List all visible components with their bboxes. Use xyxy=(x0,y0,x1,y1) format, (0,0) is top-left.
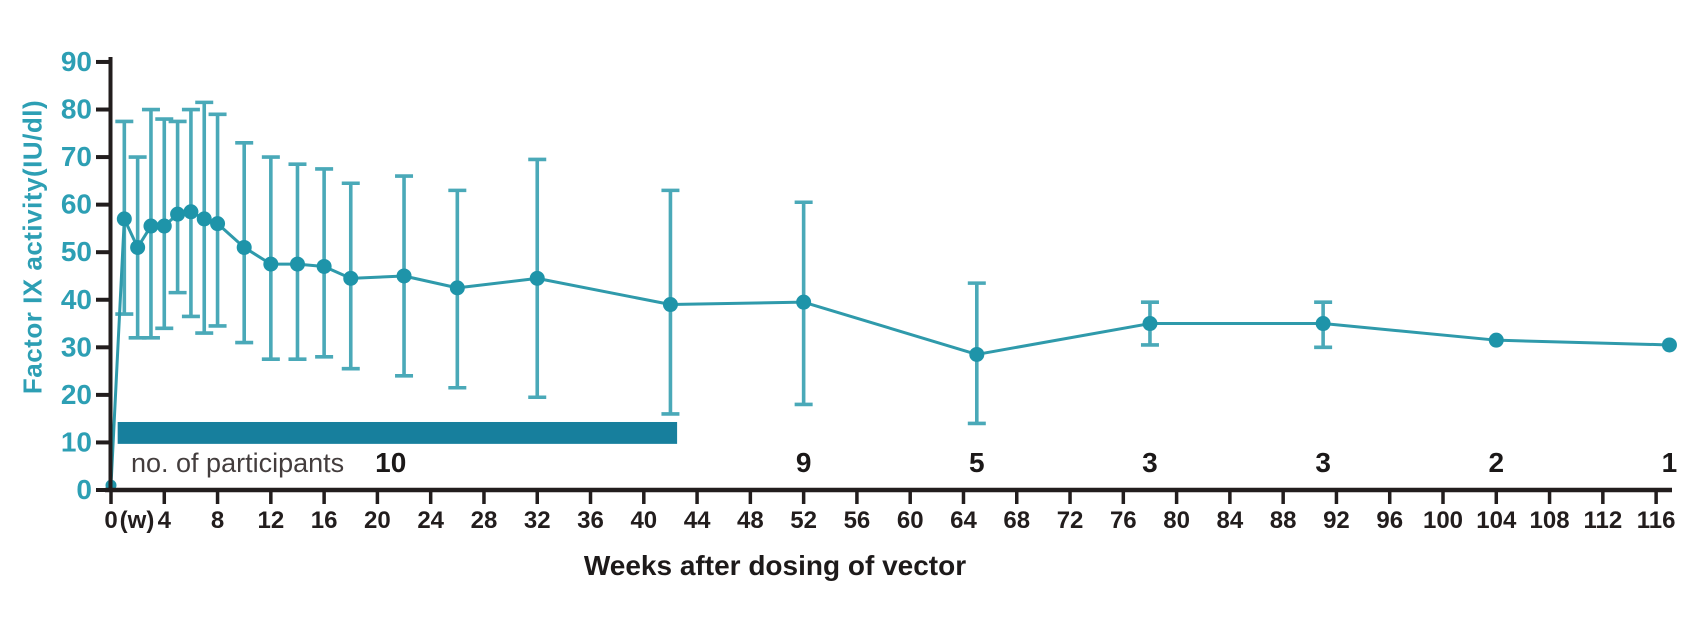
participant-count: 3 xyxy=(1142,447,1158,478)
x-tick-label: 60 xyxy=(897,507,924,534)
x-tick-label: 52 xyxy=(790,507,817,534)
y-tick-label: 40 xyxy=(61,284,92,315)
x-tick-label: 116 xyxy=(1637,507,1676,534)
data-point xyxy=(183,204,199,220)
x-tick-label: 88 xyxy=(1270,507,1297,534)
data-point xyxy=(130,239,146,255)
data-point xyxy=(449,280,465,296)
participant-count: 1 xyxy=(1662,447,1678,478)
y-tick-label: 10 xyxy=(61,426,92,457)
data-point xyxy=(1488,332,1504,348)
x-tick-label: 76 xyxy=(1110,507,1137,534)
y-axis-title: Factor IX activity(IU/dl) xyxy=(17,99,48,395)
data-point xyxy=(156,218,172,234)
data-point xyxy=(1315,316,1331,332)
participant-count: 10 xyxy=(375,447,406,478)
x-tick-label: 80 xyxy=(1163,507,1190,534)
x-tick-label: 40 xyxy=(630,507,657,534)
x-tick-label: 44 xyxy=(684,507,711,534)
data-point xyxy=(316,258,332,274)
x-tick-label: 20 xyxy=(364,507,391,534)
data-point xyxy=(196,211,212,227)
data-point xyxy=(170,206,186,222)
x-tick-label: 0 xyxy=(104,507,117,534)
participants-label: no. of participants xyxy=(131,448,345,478)
y-tick-label: 80 xyxy=(61,94,92,125)
x-tick-label: 24 xyxy=(417,507,444,534)
x-tick-label: 8 xyxy=(211,507,224,534)
participant-count: 9 xyxy=(796,447,812,478)
data-point xyxy=(143,218,159,234)
x-tick-label: 92 xyxy=(1323,507,1350,534)
y-tick-label: 0 xyxy=(76,474,92,505)
x-tick-label: 4 xyxy=(158,507,172,534)
y-tick-label: 90 xyxy=(61,46,92,77)
data-point xyxy=(662,297,678,313)
x-tick-label: 36 xyxy=(577,507,604,534)
x-tick-label: 16 xyxy=(311,507,338,534)
data-point xyxy=(396,268,412,284)
x-tick-label: 112 xyxy=(1583,507,1622,534)
x-tick-label: 64 xyxy=(950,507,977,534)
x-tick-label: 84 xyxy=(1217,507,1244,534)
data-point xyxy=(1661,337,1677,353)
data-point xyxy=(529,270,545,286)
x-tick-label: 28 xyxy=(471,507,498,534)
y-tick-label: 30 xyxy=(61,331,92,362)
y-tick-label: 70 xyxy=(61,141,92,172)
x-tick-label: 108 xyxy=(1530,507,1570,534)
x-tick-label: 48 xyxy=(737,507,764,534)
y-tick-label: 60 xyxy=(61,189,92,220)
series-line xyxy=(109,210,1670,486)
data-point xyxy=(1142,316,1158,332)
data-point xyxy=(289,256,305,272)
x-axis-unit-label: (w) xyxy=(120,507,155,534)
data-point xyxy=(236,239,252,255)
data-point xyxy=(210,216,226,232)
x-tick-label: 96 xyxy=(1376,507,1403,534)
data-point xyxy=(343,270,359,286)
data-point xyxy=(116,211,132,227)
data-point xyxy=(796,294,812,310)
x-tick-label: 68 xyxy=(1003,507,1030,534)
x-axis-title: Weeks after dosing of vector xyxy=(583,550,967,581)
participant-count: 2 xyxy=(1488,447,1504,478)
x-tick-label: 12 xyxy=(257,507,284,534)
participant-count: 3 xyxy=(1315,447,1331,478)
y-tick-label: 20 xyxy=(61,379,92,410)
x-tick-label: 100 xyxy=(1423,507,1463,534)
data-point xyxy=(263,256,279,272)
x-tick-label: 72 xyxy=(1057,507,1084,534)
data-point xyxy=(969,346,985,362)
treatment-period-bar xyxy=(117,421,678,444)
x-tick-label: 32 xyxy=(524,507,551,534)
y-tick-label: 50 xyxy=(61,236,92,267)
x-tick-label: 56 xyxy=(844,507,871,534)
participant-count: 5 xyxy=(969,447,985,478)
x-tick-label: 104 xyxy=(1476,507,1517,534)
